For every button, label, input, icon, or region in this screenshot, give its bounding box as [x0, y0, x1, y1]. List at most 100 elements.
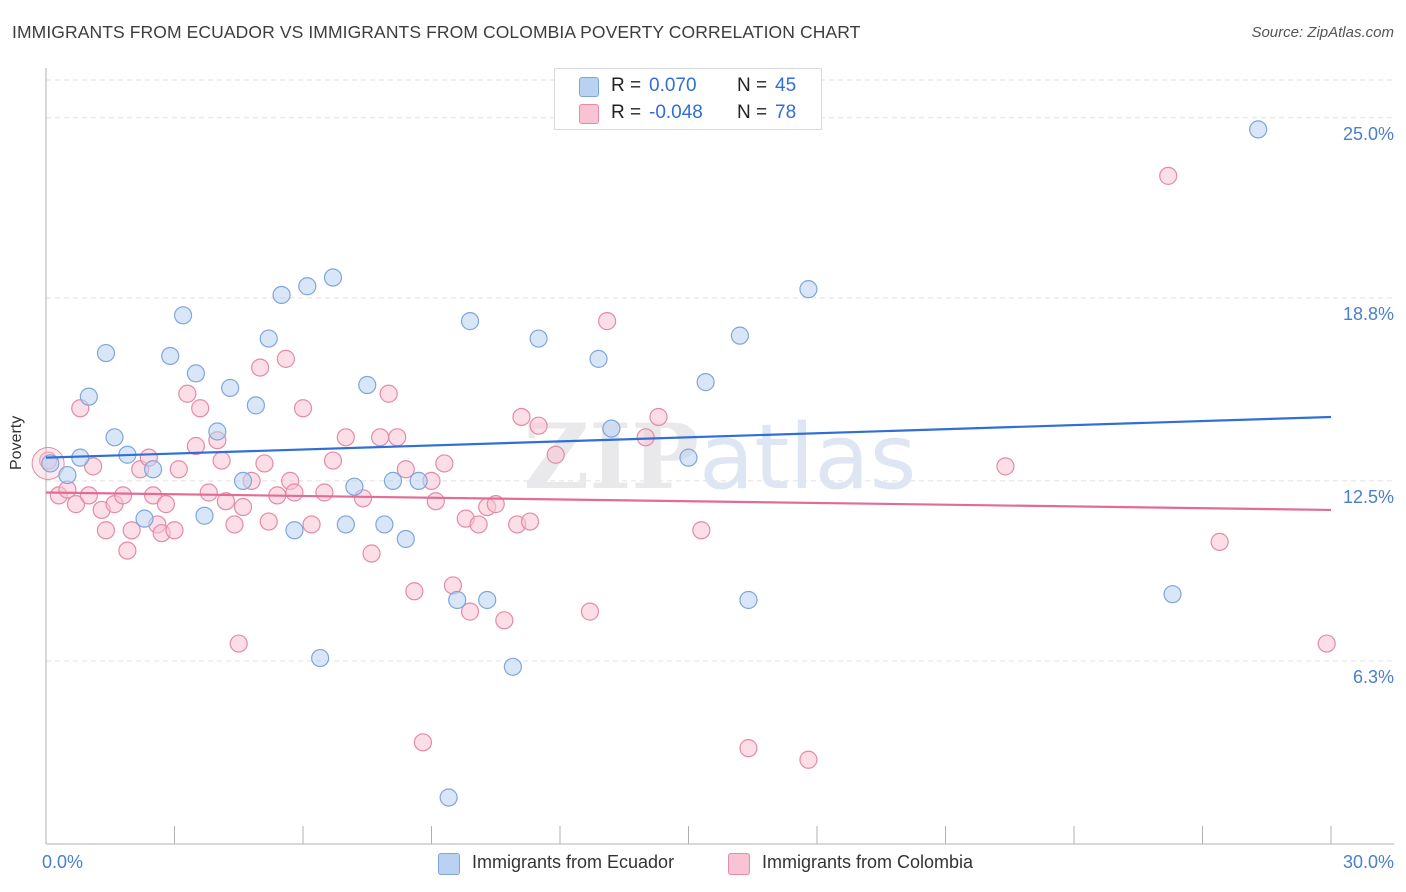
colombia-swatch: [579, 104, 599, 124]
y-tick-label: 25.0%: [1342, 123, 1394, 144]
ecuador-point: [1249, 120, 1268, 139]
legend-item-colombia[interactable]: Immigrants from Colombia: [728, 852, 1018, 876]
colombia-point: [1159, 166, 1178, 185]
ecuador-point: [195, 506, 214, 525]
ecuador-point: [478, 590, 497, 610]
stats-legend-box: R = 0.070 N = 45 R = -0.048 N = 78: [554, 68, 822, 130]
r-label: R =: [611, 102, 642, 123]
x-tick-label: 30.0%: [1342, 852, 1394, 872]
ecuador-point: [396, 529, 415, 549]
colombia-point: [739, 739, 758, 758]
colombia-point: [379, 384, 398, 403]
colombia-point: [233, 497, 253, 517]
ecuador-point: [799, 280, 818, 299]
colombia-point: [143, 486, 163, 505]
ecuador-trend-line: [45, 415, 1332, 459]
colombia-point: [362, 544, 381, 563]
ecuador-point: [409, 471, 428, 490]
ecuador-point: [272, 285, 291, 305]
colombia-point: [636, 428, 655, 447]
colombia-point: [546, 445, 565, 464]
colombia-point: [79, 486, 98, 505]
colombia-point: [229, 634, 248, 653]
ecuador-swatch: [438, 853, 460, 875]
ecuador-point: [259, 329, 278, 348]
colombia-point: [225, 515, 244, 534]
ecuador-point: [739, 590, 758, 610]
colombia-point: [426, 492, 445, 511]
ecuador-point: [323, 268, 343, 287]
colombia-point: [469, 515, 488, 534]
colombia-point: [302, 515, 321, 534]
ecuador-point: [602, 419, 621, 438]
ecuador-point: [529, 329, 548, 348]
watermark-text: ZIPatlas: [524, 404, 917, 510]
colombia-point: [216, 492, 235, 511]
ecuador-point: [246, 396, 265, 415]
colombia-point: [520, 512, 540, 531]
colombia-point: [371, 428, 390, 447]
ecuador-point: [298, 277, 317, 296]
ecuador-point: [383, 471, 403, 490]
colombia-point: [285, 483, 304, 502]
colombia-point: [598, 312, 617, 331]
ecuador-point: [311, 648, 330, 668]
colombia-point: [199, 483, 218, 502]
trend-lines: [45, 415, 1332, 512]
ecuador-point: [233, 471, 253, 490]
source-label: Source: ZipAtlas.com: [1251, 24, 1394, 41]
colombia-point: [435, 454, 454, 473]
colombia-point: [165, 521, 184, 540]
ecuador-point: [503, 657, 522, 676]
legend-label: Immigrants from Colombia: [762, 852, 974, 872]
ecuador-point: [1163, 585, 1182, 604]
colombia-point: [413, 733, 433, 752]
colombia-point: [212, 451, 231, 470]
colombia-point: [156, 495, 176, 514]
colombia-point: [649, 407, 668, 427]
ecuador-point: [221, 378, 240, 398]
ecuador-point: [161, 346, 180, 366]
colombia-point: [396, 460, 415, 479]
colombia-point: [405, 582, 424, 601]
colombia-point: [293, 399, 313, 418]
colombia-point: [122, 521, 141, 540]
colombia-point: [315, 483, 334, 502]
series-ecuador-points: [41, 120, 1268, 807]
n-label: N =: [737, 75, 768, 96]
colombia-point: [1210, 532, 1229, 551]
colombia-point: [255, 454, 274, 473]
n-label: N =: [737, 102, 768, 123]
ecuador-point: [96, 343, 116, 363]
ecuador-point: [679, 448, 698, 467]
colombia-point: [323, 451, 343, 470]
ecuador-point: [460, 312, 480, 331]
colombia-point: [996, 457, 1015, 476]
colombia-point: [113, 486, 133, 505]
ecuador-point: [336, 515, 355, 534]
legend-item-ecuador[interactable]: Immigrants from Ecuador: [438, 852, 718, 876]
gridlines: [46, 79, 1394, 662]
ecuador-point: [448, 590, 467, 610]
r-value: 0.070: [649, 75, 697, 96]
ecuador-point: [208, 422, 227, 441]
ecuador-point: [173, 306, 193, 325]
colombia-point: [336, 428, 355, 447]
n-value: 45: [775, 75, 797, 96]
colombia-point: [66, 495, 86, 514]
x-tick-label: 0.0%: [42, 852, 84, 872]
colombia-point: [1317, 634, 1336, 653]
colombia-point: [388, 428, 407, 447]
legend-label: Immigrants from Ecuador: [472, 852, 675, 872]
ecuador-point: [439, 788, 458, 807]
series-colombia-points: [31, 166, 1336, 769]
colombia-swatch: [728, 853, 750, 875]
colombia-point: [580, 602, 600, 621]
colombia-point: [96, 521, 116, 540]
r-value: -0.048: [649, 102, 703, 123]
colombia-point: [84, 457, 103, 476]
ecuador-point: [375, 515, 394, 534]
y-axis-label: Poverty: [8, 415, 25, 470]
ecuador-point: [79, 387, 98, 406]
